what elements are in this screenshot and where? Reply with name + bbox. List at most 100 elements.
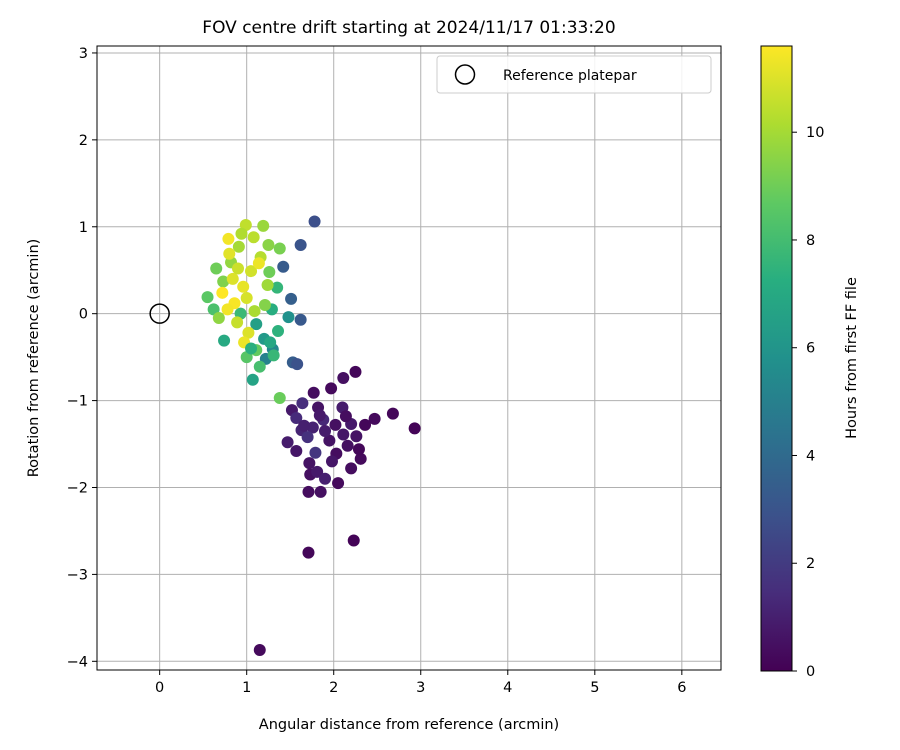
y-tick-label: −4	[67, 654, 88, 670]
x-tick-label: 1	[242, 680, 251, 696]
data-point	[349, 365, 362, 378]
data-point	[302, 546, 315, 559]
data-point	[285, 292, 298, 305]
data-point	[359, 418, 372, 431]
data-point	[271, 281, 284, 294]
plot-area: 0 1 2 3 4 5 6 −4 −3 −2 −1 0 1 2 3	[67, 45, 722, 696]
y-tick-label: 0	[79, 307, 88, 323]
y-tick-label: −3	[67, 567, 88, 583]
data-point	[281, 436, 294, 449]
data-point	[232, 240, 245, 253]
data-point	[272, 325, 285, 338]
axis-ticks: 0 1 2 3 4 5 6 −4 −3 −2 −1 0 1 2 3	[67, 46, 687, 696]
data-point	[332, 477, 345, 490]
legend: Reference platepar	[436, 55, 712, 94]
colorbar-tick-label: 0	[806, 664, 815, 680]
data-point	[350, 430, 363, 443]
y-tick-label: 2	[79, 133, 88, 149]
data-point	[201, 291, 214, 304]
data-point	[246, 373, 259, 386]
data-point	[245, 265, 258, 278]
data-point	[258, 298, 271, 311]
data-point	[221, 303, 234, 316]
colorbar-tick-label: 4	[806, 448, 815, 464]
data-point	[282, 311, 295, 324]
data-point	[231, 316, 244, 329]
y-tick-label: −2	[67, 480, 88, 496]
data-point	[291, 358, 304, 371]
x-tick-label: 5	[590, 680, 599, 696]
data-point	[325, 455, 338, 468]
data-point	[237, 280, 250, 293]
data-point	[216, 286, 229, 299]
data-point	[264, 336, 277, 349]
data-point	[319, 472, 332, 485]
data-point	[345, 462, 358, 475]
data-point	[311, 465, 324, 478]
data-point	[222, 232, 235, 245]
data-point	[354, 452, 367, 465]
data-point	[250, 318, 263, 331]
y-tick-label: 1	[79, 220, 88, 236]
legend-label: Reference platepar	[503, 68, 637, 84]
data-point	[337, 371, 350, 384]
data-point	[262, 239, 275, 252]
data-point	[352, 443, 365, 456]
colorbar-tick-label: 2	[806, 556, 815, 572]
data-point	[247, 231, 260, 244]
colorbar-label: Hours from first FF file	[844, 277, 860, 439]
data-point	[242, 326, 255, 339]
data-point	[386, 407, 399, 420]
data-point	[337, 428, 350, 441]
colorbar-ticks: 0 2 4 6 8 10	[792, 125, 824, 680]
data-points	[201, 215, 421, 657]
data-point	[273, 242, 286, 255]
data-point	[223, 247, 236, 260]
data-point	[408, 422, 421, 435]
colorbar-bar	[760, 45, 793, 672]
data-point	[319, 425, 332, 438]
x-tick-label: 3	[416, 680, 425, 696]
data-point	[303, 457, 316, 470]
data-point	[217, 275, 230, 288]
data-point	[341, 439, 354, 452]
data-point	[277, 260, 290, 273]
data-point	[267, 349, 280, 362]
data-point	[302, 485, 315, 498]
x-tick-label: 0	[155, 680, 164, 696]
data-point	[257, 219, 270, 232]
data-point	[301, 431, 314, 444]
y-tick-label: −1	[67, 394, 88, 410]
x-tick-label: 6	[677, 680, 686, 696]
colorbar: 0 2 4 6 8 10 Hours from first FF file	[760, 45, 860, 680]
data-point	[245, 342, 258, 355]
data-point	[329, 418, 342, 431]
data-point	[218, 334, 231, 347]
data-point	[210, 262, 223, 275]
data-point	[290, 444, 303, 457]
plot-frame	[96, 45, 722, 671]
chart-title: FOV centre drift starting at 2024/11/17 …	[202, 18, 615, 38]
data-point	[263, 265, 276, 278]
data-point	[235, 227, 248, 240]
x-tick-label: 4	[503, 680, 512, 696]
data-point	[313, 409, 326, 422]
y-tick-label: 3	[79, 46, 88, 62]
x-tick-label: 2	[329, 680, 338, 696]
legend-marker	[454, 64, 476, 85]
grid	[97, 46, 721, 670]
colorbar-tick-label: 6	[806, 341, 815, 357]
data-point	[309, 446, 322, 459]
data-point	[231, 262, 244, 275]
colorbar-tick-label: 10	[806, 125, 824, 141]
y-axis-label: Rotation from reference (arcmin)	[26, 239, 42, 478]
data-point	[212, 312, 225, 325]
data-point	[323, 434, 336, 447]
reference-point	[149, 303, 170, 324]
data-point	[314, 485, 327, 498]
data-point	[296, 397, 309, 410]
data-point	[253, 360, 266, 373]
x-axis-label: Angular distance from reference (arcmin)	[259, 717, 559, 733]
data-point	[294, 313, 307, 326]
